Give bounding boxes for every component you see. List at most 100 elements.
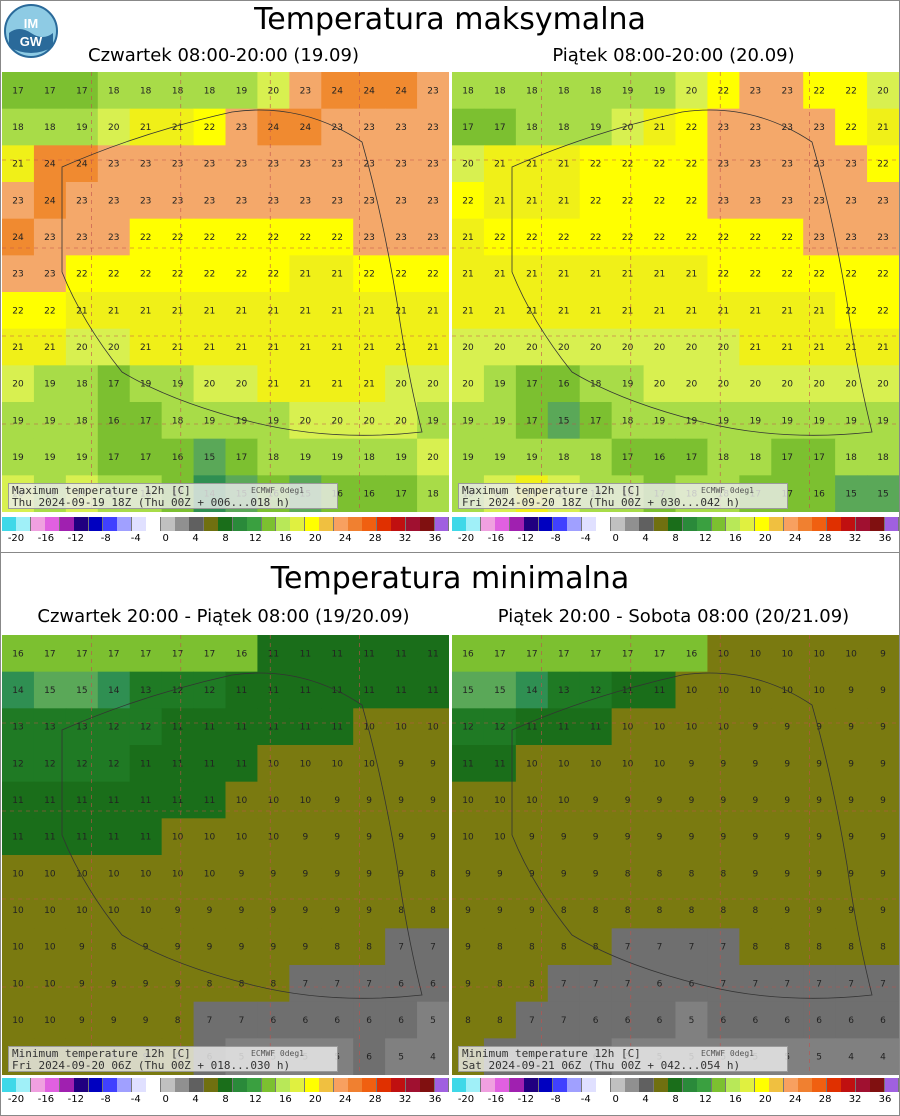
temperature-cell (547, 145, 581, 183)
temperature-value-label: 20 (204, 380, 216, 390)
temperature-cell (33, 928, 67, 966)
temperature-value-label: 21 (300, 306, 311, 316)
temperature-value-label: 9 (430, 796, 436, 806)
country-border (511, 672, 873, 999)
temperature-cell (161, 438, 195, 476)
temperature-cell (97, 781, 131, 819)
color-scale-swatch (697, 1078, 713, 1092)
temperature-cell (289, 891, 322, 929)
temperature-value-label: 6 (721, 1016, 727, 1026)
temperature-value-label: 7 (784, 979, 790, 989)
temperature-value-label: 24 (332, 86, 344, 96)
temperature-value-label: 7 (561, 979, 567, 989)
temperature-value-label: 22 (877, 160, 888, 170)
temperature-value-label: 19 (494, 416, 506, 426)
temperature-cell (739, 438, 772, 476)
temperature-value-label: 17 (395, 490, 406, 500)
temperature-value-label: 23 (395, 196, 406, 206)
temperature-value-label: 18 (172, 416, 184, 426)
temperature-value-label: 4 (848, 1053, 854, 1063)
temperature-value-label: 17 (526, 649, 537, 659)
temperature-value-label: 17 (494, 649, 505, 659)
temperature-value-label: 11 (363, 649, 374, 659)
temperature-cell (129, 965, 163, 1003)
temperature-cell (515, 818, 549, 856)
temperature-cell (65, 635, 99, 673)
temperature-value-label: 14 (12, 686, 24, 696)
temperature-value-label: 24 (268, 123, 280, 133)
temperature-cell (739, 255, 772, 293)
temperature-cell (739, 818, 772, 856)
temperature-value-label: 19 (300, 453, 312, 463)
temperature-value-label: 10 (462, 833, 474, 843)
temperature-cell (483, 402, 517, 440)
temperature-value-label: 9 (366, 869, 372, 879)
temperature-cell (803, 402, 836, 440)
color-scale-swatch (826, 1078, 842, 1092)
temperature-value-label: 10 (12, 869, 24, 879)
temperature-value-label: 21 (12, 343, 23, 353)
temperature-value-label: 6 (398, 1016, 404, 1026)
temperature-cell (452, 965, 485, 1003)
temperature-cell (225, 182, 258, 220)
temperature-cell (2, 818, 35, 856)
temperature-cell (225, 781, 258, 819)
color-scale-tick-label: -20 (457, 533, 475, 544)
temperature-value-label: 21 (363, 343, 374, 353)
temperature-value-label: 8 (593, 906, 599, 916)
color-scale-swatch (452, 517, 467, 531)
temperature-cell (161, 818, 195, 856)
temperature-cell (867, 671, 899, 709)
temperature-cell (65, 292, 99, 330)
temperature-cell (675, 965, 708, 1003)
temperature-cell (707, 708, 740, 746)
temperature-cell (417, 708, 449, 746)
temperature-value-label: 23 (108, 196, 119, 206)
temperature-cell (515, 965, 549, 1003)
temperature-value-label: 10 (236, 796, 248, 806)
temperature-value-label: 10 (44, 979, 56, 989)
temperature-cell (97, 1001, 131, 1039)
temperature-cell (579, 402, 613, 440)
temperature-cell (739, 855, 772, 893)
temperature-value-label: 24 (363, 86, 375, 96)
color-scale-tick-label: 0 (612, 533, 619, 544)
temperature-value-label: 10 (395, 723, 407, 733)
temperature-cell (707, 1001, 740, 1039)
color-scale-tick-label: -16 (487, 533, 505, 544)
temperature-cell (257, 781, 290, 819)
temperature-cell (2, 781, 35, 819)
temperature-cell (129, 145, 163, 183)
temperature-value-label: 11 (108, 796, 119, 806)
color-scale-tick-label: 0 (162, 533, 169, 544)
temperature-value-label: 23 (76, 196, 87, 206)
temperature-cell (643, 218, 676, 256)
temperature-cell (161, 328, 195, 366)
temperature-value-label: 7 (366, 979, 372, 989)
temperature-value-label: 19 (76, 453, 88, 463)
temperature-value-label: 19 (12, 416, 24, 426)
temperature-value-label: 21 (268, 380, 279, 390)
temperature-cell (353, 292, 386, 330)
temperature-value-label: 21 (395, 343, 406, 353)
temperature-value-label: 21 (462, 233, 473, 243)
color-scale-tick-label: 20 (758, 533, 772, 544)
temperature-value-label: 22 (654, 160, 665, 170)
map-min-thursday-friday: 16 17 17 17 17 17 17 16 11 11 11 11 11 11 14 15 15 14 13 12… (2, 635, 449, 1075)
temperature-value-label: 19 (44, 380, 56, 390)
temperature-value-label: 13 (558, 686, 569, 696)
temperature-cell (33, 365, 67, 403)
temperature-value-label: 12 (44, 759, 55, 769)
temperature-value-label: 18 (622, 416, 634, 426)
temperature-cell (97, 108, 131, 146)
temperature-cell (739, 292, 772, 330)
temperature-cell (707, 108, 740, 146)
temperature-cell (547, 255, 581, 293)
temperature-cell (385, 108, 418, 146)
temperature-cell (193, 72, 226, 110)
temperature-cell (2, 218, 35, 256)
temperature-value-label: 9 (398, 796, 404, 806)
temperature-cell (2, 72, 35, 110)
temperature-cell (385, 635, 418, 673)
temperature-cell (225, 145, 258, 183)
